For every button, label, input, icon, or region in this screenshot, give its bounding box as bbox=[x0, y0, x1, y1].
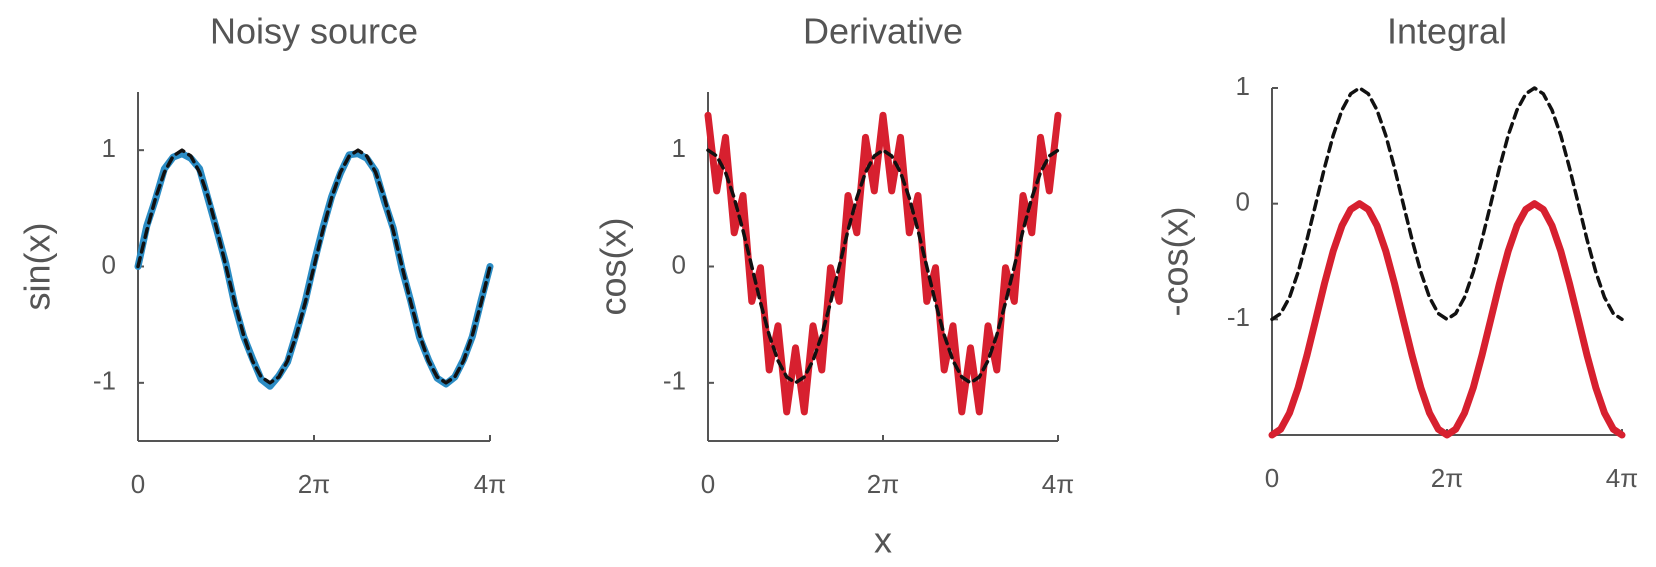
y-tick-label: -1 bbox=[93, 366, 116, 396]
dashed-line bbox=[1270, 86, 1624, 322]
chart-title: Integral bbox=[1387, 11, 1507, 52]
y-tick-label: 0 bbox=[1236, 187, 1250, 217]
y-axis-label: -cos(x) bbox=[1155, 207, 1196, 317]
y-tick-label: 0 bbox=[672, 249, 686, 279]
x-tick-label: 4π bbox=[1042, 469, 1074, 499]
dashed-line bbox=[706, 148, 1060, 385]
y-axis-label: sin(x) bbox=[17, 223, 58, 311]
x-tick-label: 0 bbox=[1265, 463, 1279, 493]
data-line bbox=[704, 111, 1062, 416]
x-tick-label: 2π bbox=[298, 469, 330, 499]
y-tick-label: 1 bbox=[1236, 71, 1250, 101]
x-axis-label: x bbox=[874, 520, 892, 561]
y-tick-label: 1 bbox=[672, 133, 686, 163]
y-axis-label: cos(x) bbox=[593, 218, 634, 316]
x-tick-label: 2π bbox=[1431, 463, 1463, 493]
x-tick-label: 0 bbox=[701, 469, 715, 499]
y-tick-label: 0 bbox=[102, 249, 116, 279]
x-tick-label: 2π bbox=[867, 469, 899, 499]
chart-title: Derivative bbox=[803, 11, 963, 52]
y-tick-label: -1 bbox=[1227, 302, 1250, 332]
y-tick-label: -1 bbox=[663, 366, 686, 396]
x-tick-label: 0 bbox=[131, 469, 145, 499]
chart-title: Noisy source bbox=[210, 11, 418, 52]
x-tick-label: 4π bbox=[474, 469, 506, 499]
x-tick-label: 4π bbox=[1606, 463, 1638, 493]
y-tick-label: 1 bbox=[102, 133, 116, 163]
data-line bbox=[1268, 200, 1626, 439]
dashed-line bbox=[136, 148, 492, 385]
